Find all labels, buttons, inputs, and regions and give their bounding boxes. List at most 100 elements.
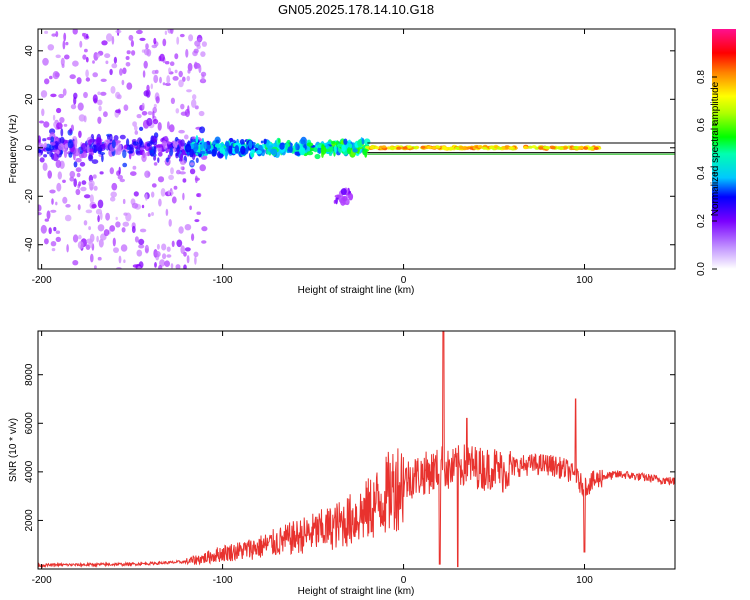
- spectrogram-cell: [201, 240, 207, 244]
- spectrogram-cell: [84, 48, 88, 53]
- spectrogram-cell: [147, 151, 150, 157]
- spectrogram-cell: [115, 29, 122, 34]
- spectrogram-cell: [171, 196, 177, 204]
- spectrogram-cell: [153, 74, 159, 84]
- spectrogram-cell: [194, 40, 201, 47]
- spectrogram-cell: [115, 216, 118, 221]
- spectrogram-cell: [52, 71, 60, 80]
- spectrogram-cell: [83, 91, 88, 99]
- x-tick-label: -100: [213, 275, 233, 286]
- spectrogram-cell: [44, 218, 49, 222]
- spectrogram-cell: [62, 88, 67, 96]
- spectrogram-cell: [352, 148, 358, 153]
- spectrogram-cell: [167, 141, 171, 145]
- spectrogram-cell: [131, 225, 136, 234]
- spectrogram-cell: [121, 79, 125, 86]
- spectrogram-cell: [69, 74, 76, 80]
- spectrogram-cell: [179, 171, 186, 175]
- spectrogram-cell: [100, 143, 106, 149]
- spectrogram-cell: [134, 125, 138, 131]
- spectrogram-cell: [105, 60, 109, 65]
- spectrogram-cell: [162, 38, 167, 47]
- spectrogram-cell: [183, 264, 187, 269]
- spectrogram-cell: [374, 146, 380, 150]
- spectrogram-cell: [203, 141, 208, 150]
- spectrogram-cell: [157, 157, 160, 164]
- spectrogram-cell: [56, 182, 62, 192]
- spectrogram-cell: [180, 153, 184, 162]
- spectrogram-cell: [88, 239, 93, 248]
- spectrogram-cell: [38, 143, 45, 150]
- spectrogram-cell: [66, 244, 69, 253]
- spectrogram-cell: [43, 154, 48, 158]
- spectrogram-cell: [144, 170, 151, 178]
- x-tick-label: -200: [32, 275, 52, 286]
- spectrogram-cell: [106, 33, 113, 42]
- spectrogram-cell: [103, 229, 110, 237]
- spectrogram-cell: [334, 145, 337, 154]
- colorbar-tick-label: 0.2: [696, 214, 707, 228]
- spectrogram-cell: [165, 208, 169, 216]
- spectrogram-cell: [88, 139, 92, 146]
- spectrogram-cell: [194, 219, 200, 223]
- spectrogram-cell: [132, 165, 137, 170]
- spectrogram-cell: [588, 146, 594, 150]
- spectrogram-cell: [496, 146, 502, 150]
- spectrogram-cell: [164, 82, 171, 86]
- spectrogram-cell: [49, 189, 56, 194]
- spectrogram-cell: [38, 120, 45, 124]
- spectrogram-cell: [206, 150, 211, 154]
- spectrogram-cell: [166, 75, 171, 84]
- spectrogram-cell: [144, 244, 149, 254]
- spectrogram-cell: [158, 264, 163, 269]
- spectrogram-cell: [458, 145, 464, 149]
- snr-marks: [38, 331, 675, 569]
- spectrogram-cell: [119, 178, 126, 183]
- spectrogram-cell: [85, 56, 89, 63]
- spectrogram-cell: [342, 195, 348, 202]
- spectrogram-cell: [184, 224, 192, 231]
- spectrogram-cell: [97, 99, 103, 106]
- spectrogram-cell: [122, 221, 130, 227]
- spectrogram-cell: [128, 34, 134, 41]
- spectrogram-cell: [347, 147, 351, 155]
- spectrogram-cell: [300, 136, 307, 145]
- spectrogram-cell: [168, 67, 172, 73]
- spectrogram-cell: [151, 183, 157, 188]
- spectrogram-cell: [58, 93, 65, 99]
- colorbar-tick-label: 0.6: [696, 118, 707, 132]
- spectrogram-cell: [179, 33, 185, 38]
- colorbar-gradient: [712, 29, 736, 269]
- spectrogram-cell: [184, 134, 189, 140]
- spectrogram-cell: [166, 254, 172, 258]
- spectrogram-cell: [178, 70, 183, 78]
- spectrogram-cell: [80, 143, 88, 152]
- spectrogram-cell: [111, 139, 116, 149]
- spectrogram-cell: [123, 212, 128, 216]
- spectrogram-cell: [255, 150, 262, 155]
- spectrogram-cell: [118, 255, 122, 264]
- colorbar: 0.0 0.2 0.4 0.6 0.8 Normalized spectral ampl…: [696, 29, 736, 276]
- spectrogram-cell: [187, 62, 193, 72]
- spectrogram-cell: [573, 145, 579, 150]
- spectrogram-cell: [142, 151, 146, 159]
- spectrogram-cell: [180, 103, 185, 110]
- spectrogram-cell: [361, 138, 365, 145]
- spectrogram-cell: [343, 138, 348, 145]
- spectrogram-cell: [95, 142, 102, 151]
- spectrogram-cell: [396, 146, 402, 150]
- spectrogram-cell: [113, 135, 119, 141]
- spectrogram-cell: [123, 104, 129, 111]
- spectrogram-cell: [50, 209, 57, 213]
- spectrogram-cell: [215, 139, 220, 143]
- spectrogram-cell: [147, 111, 153, 116]
- spectrogram-cell: [73, 161, 78, 168]
- spectrogram-cell: [189, 162, 195, 166]
- spectrogram-cell: [78, 114, 86, 122]
- spectrogram-cell: [79, 40, 83, 48]
- spectrogram-cell: [195, 157, 199, 163]
- spectrogram-cell: [523, 146, 529, 150]
- spectrogram-cell: [182, 192, 185, 201]
- spectrogram-cell: [228, 145, 233, 154]
